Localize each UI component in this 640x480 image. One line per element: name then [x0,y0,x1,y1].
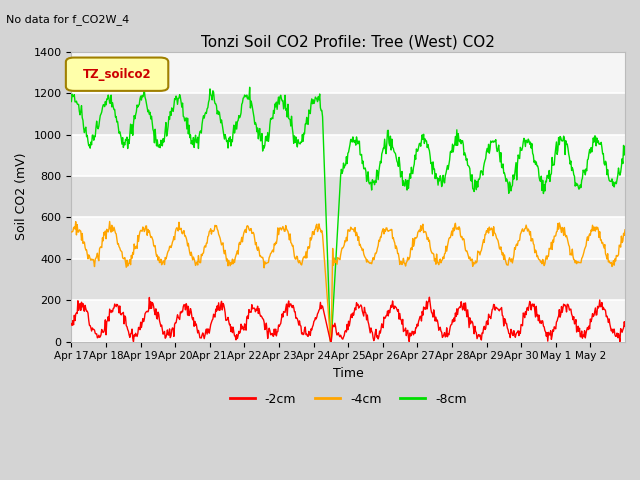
Y-axis label: Soil CO2 (mV): Soil CO2 (mV) [15,153,28,240]
Bar [72,300,625,342]
Bar [72,259,625,300]
X-axis label: Time: Time [333,367,364,380]
Title: Tonzi Soil CO2 Profile: Tree (West) CO2: Tonzi Soil CO2 Profile: Tree (West) CO2 [201,34,495,49]
Text: TZ_soilco2: TZ_soilco2 [83,68,152,81]
Bar [72,176,625,217]
FancyBboxPatch shape [66,58,168,91]
Text: No data for f_CO2W_4: No data for f_CO2W_4 [6,14,130,25]
Legend: -2cm, -4cm, -8cm: -2cm, -4cm, -8cm [225,388,472,411]
Bar [72,217,625,259]
Bar [72,52,625,93]
Bar [72,134,625,176]
Bar [72,93,625,134]
